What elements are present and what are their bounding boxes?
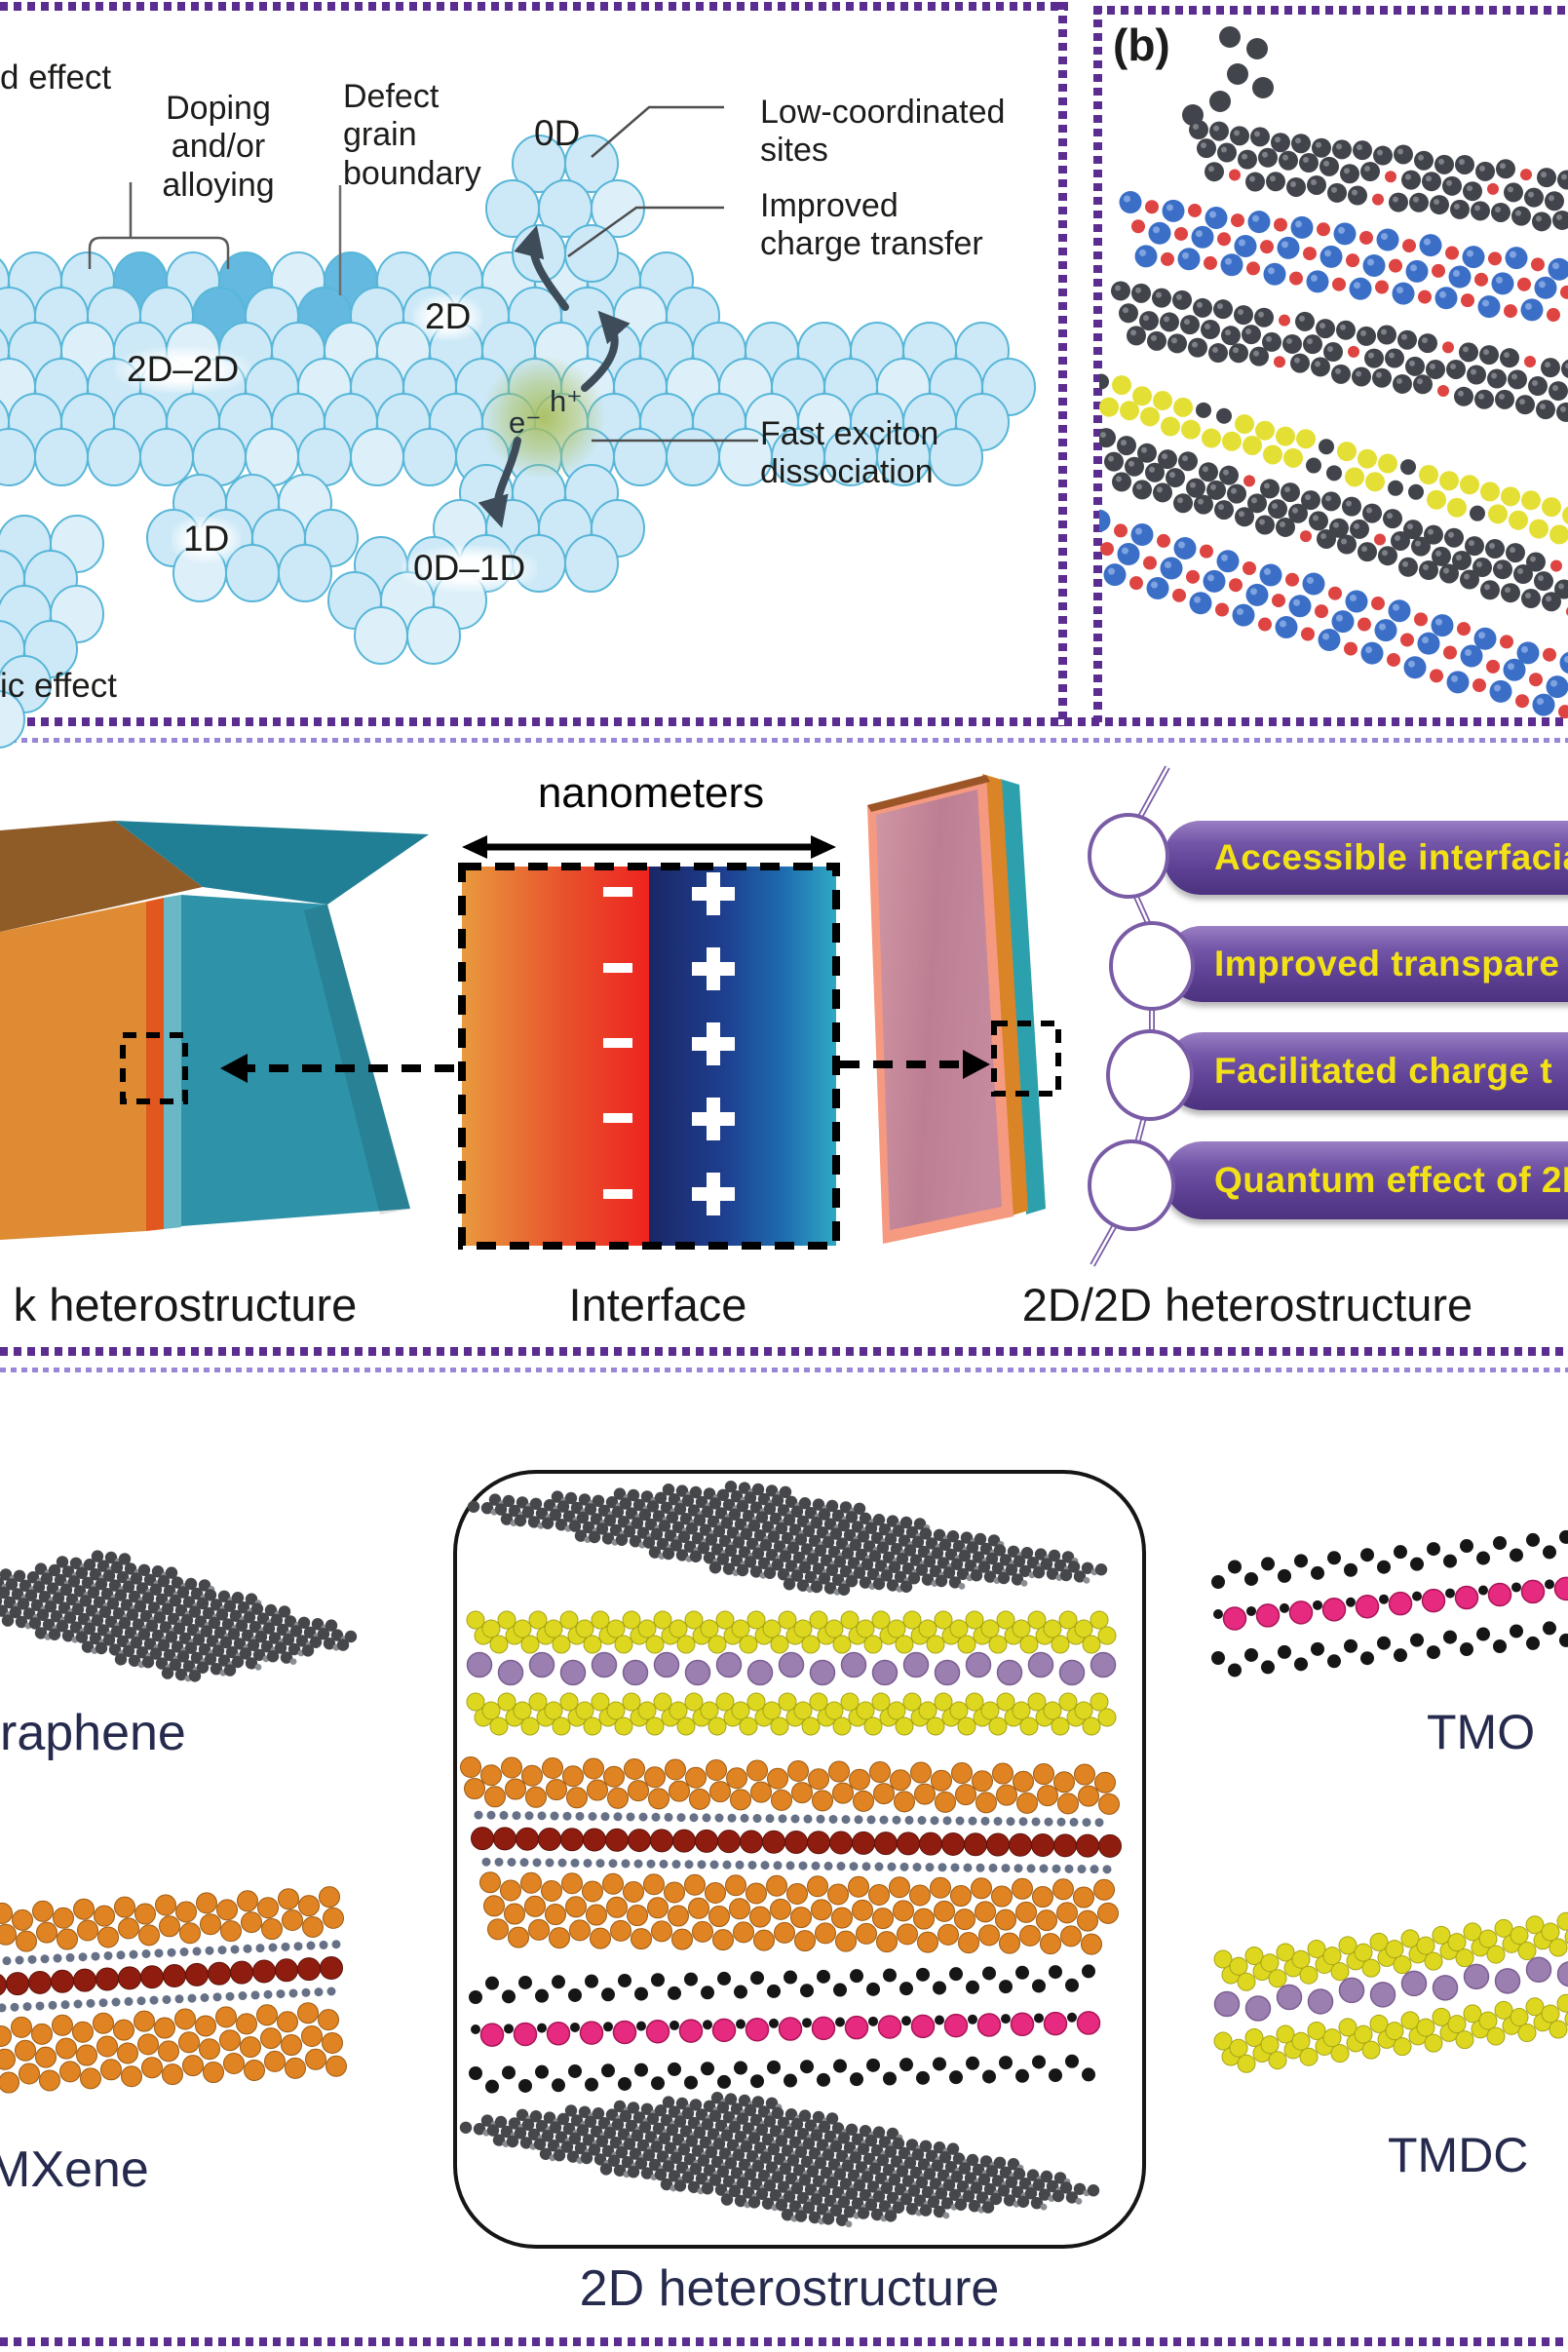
cluster-0d-label: 0D <box>534 113 581 153</box>
section-divider-1b <box>0 738 1568 743</box>
panel-a-top-border <box>0 2 1068 11</box>
panel-a-right-border <box>1058 2 1067 726</box>
benefit-banner: Improved transpare <box>1164 926 1568 1002</box>
benefit-banner: Facilitated charge t <box>1164 1032 1568 1110</box>
doping-alloying-label: Doping and/or alloying <box>162 90 275 204</box>
band-effect-label: d effect <box>0 58 112 96</box>
benefit-label: Accessible interfacial <box>1214 837 1568 877</box>
mxene-label: MXene <box>0 2141 149 2198</box>
nanometers-label: nanometers <box>537 769 765 817</box>
cluster-1d-label: 1D <box>172 517 242 562</box>
section-divider-2 <box>0 1347 1568 1356</box>
benefit-label: Quantum effect of 2D <box>1214 1160 1568 1200</box>
electron-label: e⁻ <box>509 405 542 440</box>
cluster-0d1d-label: 0D–1D <box>402 546 538 592</box>
section-divider-1 <box>0 717 1568 726</box>
interface-2d2d-label: 2D–2D <box>115 347 251 393</box>
graphene-label: raphene <box>0 1705 186 1761</box>
heterostructure-box <box>453 1470 1146 2249</box>
hole-label: h⁺ <box>550 384 583 418</box>
defect-grain-boundary-label: Defect grain boundary <box>343 78 481 192</box>
bottom-border <box>0 2337 1568 2346</box>
panel-b-graphics <box>1099 26 1568 719</box>
benefit-label: Facilitated charge t <box>1214 1051 1553 1091</box>
benefit-label: Improved transpare <box>1214 944 1560 983</box>
panel-b-top-border <box>1093 6 1568 15</box>
section-divider-2b <box>0 1368 1568 1372</box>
bulk-heterostructure-caption: k heterostructure <box>13 1279 358 1330</box>
benefit-banner: Quantum effect of 2D <box>1164 1141 1568 1219</box>
panel-b-tag: (b) <box>1113 19 1170 70</box>
tmo-label: TMO <box>1427 1705 1536 1759</box>
fast-exciton-label: Fast exciton dissociation <box>760 415 939 491</box>
interface-caption: Interface <box>568 1279 747 1330</box>
improved-charge-transfer-label: Improved charge transfer <box>760 187 983 263</box>
synergistic-effect-label: ic effect <box>0 667 117 705</box>
heterostructure-label: 2D heterostructure <box>579 2260 1000 2317</box>
slab-caption: 2D/2D heterostructure <box>1021 1279 1473 1330</box>
panel-b-left-border <box>1093 6 1102 722</box>
interface-row-graphics <box>0 765 1195 1267</box>
tmdc-label: TMDC <box>1388 2128 1529 2182</box>
sheet-2d-label: 2D <box>413 294 483 340</box>
benefit-banner: Accessible interfacial <box>1164 821 1568 895</box>
low-coordinated-sites-label: Low-coordinated sites <box>760 94 1006 170</box>
